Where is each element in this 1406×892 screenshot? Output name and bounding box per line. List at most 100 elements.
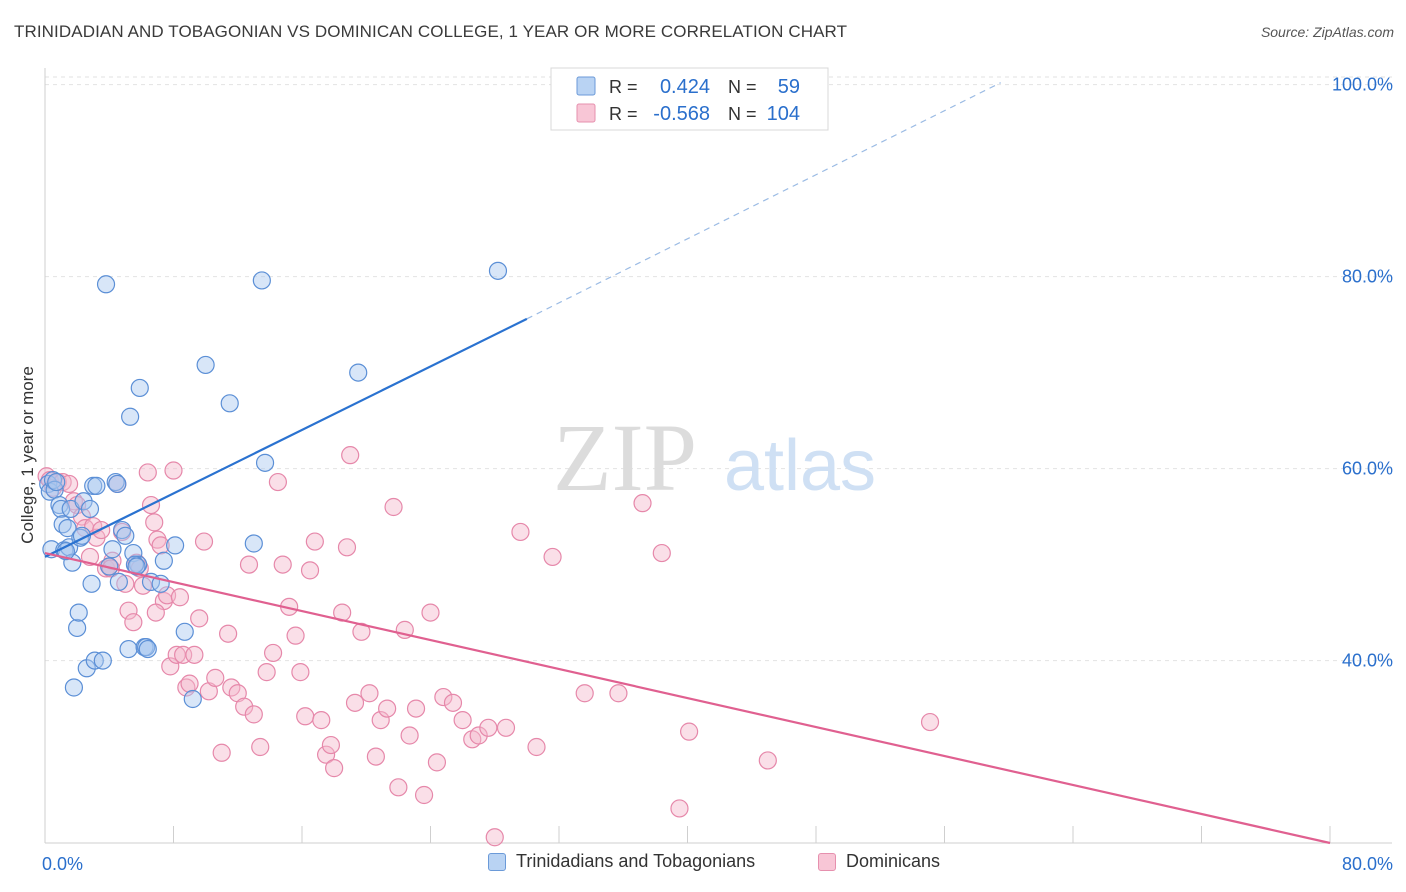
legend-n-label-1: N = (728, 77, 757, 97)
legend-n-value-1: 59 (778, 76, 800, 98)
trinidadian-point (96, 275, 116, 294)
trinidadian-point (252, 271, 271, 290)
dominican-point (384, 497, 403, 517)
trinidadian-point (196, 355, 215, 375)
dominican-trend-line (44, 552, 1331, 845)
dominican-point (291, 663, 310, 682)
dominican-point (325, 759, 344, 778)
dominican-point (414, 785, 434, 805)
dominican-point (251, 737, 270, 757)
dominican-point (479, 718, 498, 737)
dominican-point (406, 699, 426, 718)
trinidadian-point (82, 574, 101, 593)
legend-pink-swatch (576, 103, 596, 123)
legend-item-dominicans[interactable]: Dominicans (818, 851, 940, 872)
dominican-point (305, 532, 324, 551)
trinidadian-point (87, 476, 106, 495)
dominican-point (296, 707, 315, 726)
trinidadian-point (51, 499, 71, 519)
x-tick-label: 80.0% (1342, 854, 1393, 874)
x-tick-label: 0.0% (42, 854, 83, 874)
dominican-point (161, 657, 180, 676)
dominican-point (119, 601, 138, 620)
trinidadian-point (69, 603, 88, 622)
dominican-point (371, 711, 390, 730)
bottom-legend: Trinidadians and Tobagonians Dominicans (0, 851, 1406, 877)
dominican-point (268, 472, 288, 492)
trinidadian-point (138, 639, 157, 659)
dominican-point (652, 543, 671, 563)
trinidadian-point (119, 639, 138, 659)
trinidadian-point (108, 474, 127, 494)
dominican-point (378, 699, 397, 718)
dominican-point (345, 693, 365, 712)
legend-swatch-blue (488, 852, 506, 871)
dominican-point (434, 687, 453, 707)
trinidadian-trend-line (44, 317, 528, 558)
dominican-point (680, 722, 699, 741)
y-tick-label: 80.0% (1342, 267, 1393, 287)
dominican-point (194, 532, 214, 551)
dominican-point (190, 609, 209, 628)
legend-item-trinidadians[interactable]: Trinidadians and Tobagonians (488, 851, 755, 872)
trinidadian-point (64, 678, 84, 697)
dominicans-points (37, 446, 940, 847)
legend-label-trinidadians: Trinidadians and Tobagonians (516, 851, 756, 871)
dominican-point (321, 735, 341, 755)
dominican-point (138, 463, 157, 482)
dominican-point (167, 645, 186, 664)
dominican-point (496, 718, 516, 737)
legend-swatch-pink (818, 852, 836, 871)
y-tick-labels: 100.0% 80.0% 60.0% 40.0% (1332, 75, 1393, 671)
y-tick-label: 60.0% (1342, 459, 1393, 479)
dominican-point (453, 711, 472, 730)
dominican-point (758, 751, 777, 770)
watermark-atlas: atlas (724, 426, 876, 506)
dominican-point (145, 513, 164, 532)
dominican-point (527, 737, 546, 757)
stats-legend: R = 0.424 N = 59 R = -0.568 N = 104 (550, 67, 829, 131)
trinidadian-point (488, 261, 508, 280)
dominican-point (146, 603, 165, 622)
dominican-point (609, 684, 628, 703)
dominican-point (352, 622, 371, 641)
y-axis-label: College, 1 year or more (18, 366, 37, 544)
dominican-point (180, 674, 199, 693)
dominican-point (341, 446, 360, 465)
trinidadian-point (255, 453, 275, 472)
dominican-point (389, 778, 408, 797)
dominican-point (511, 522, 530, 542)
trinidadian-point (130, 378, 149, 398)
dominican-point (316, 745, 336, 764)
dominican-point (312, 711, 331, 730)
dominican-point (670, 799, 689, 818)
trinidadian-point (121, 407, 140, 426)
trinidadian-point (244, 534, 263, 553)
legend-r-value-1: 0.424 (660, 76, 710, 98)
y-tick-label: 40.0% (1342, 651, 1393, 671)
trinidadian-point (175, 622, 194, 641)
dominican-point (263, 643, 283, 663)
dominican-point (124, 613, 143, 632)
dominican-point (920, 712, 940, 732)
dominican-point (151, 536, 170, 555)
dominican-point (421, 603, 440, 622)
trinidadian-point (68, 618, 87, 638)
dominican-point (170, 588, 190, 607)
trinidadian-point (116, 526, 135, 545)
dominican-point (543, 547, 562, 567)
trinidadian-trend-extension (526, 82, 1001, 320)
legend-n-value-2: 104 (767, 103, 800, 125)
legend-blue-swatch (576, 76, 596, 96)
dominican-point (239, 555, 259, 574)
trinidadian-point (183, 689, 202, 709)
dominican-point (300, 561, 320, 580)
dominican-point (485, 828, 504, 847)
trinidadian-point (154, 551, 173, 570)
dominican-point (366, 747, 385, 766)
trinidadian-point (103, 540, 122, 559)
source-label: Source: ZipAtlas.com (1260, 24, 1394, 40)
dominican-point (286, 626, 305, 645)
dominican-point (235, 697, 254, 716)
